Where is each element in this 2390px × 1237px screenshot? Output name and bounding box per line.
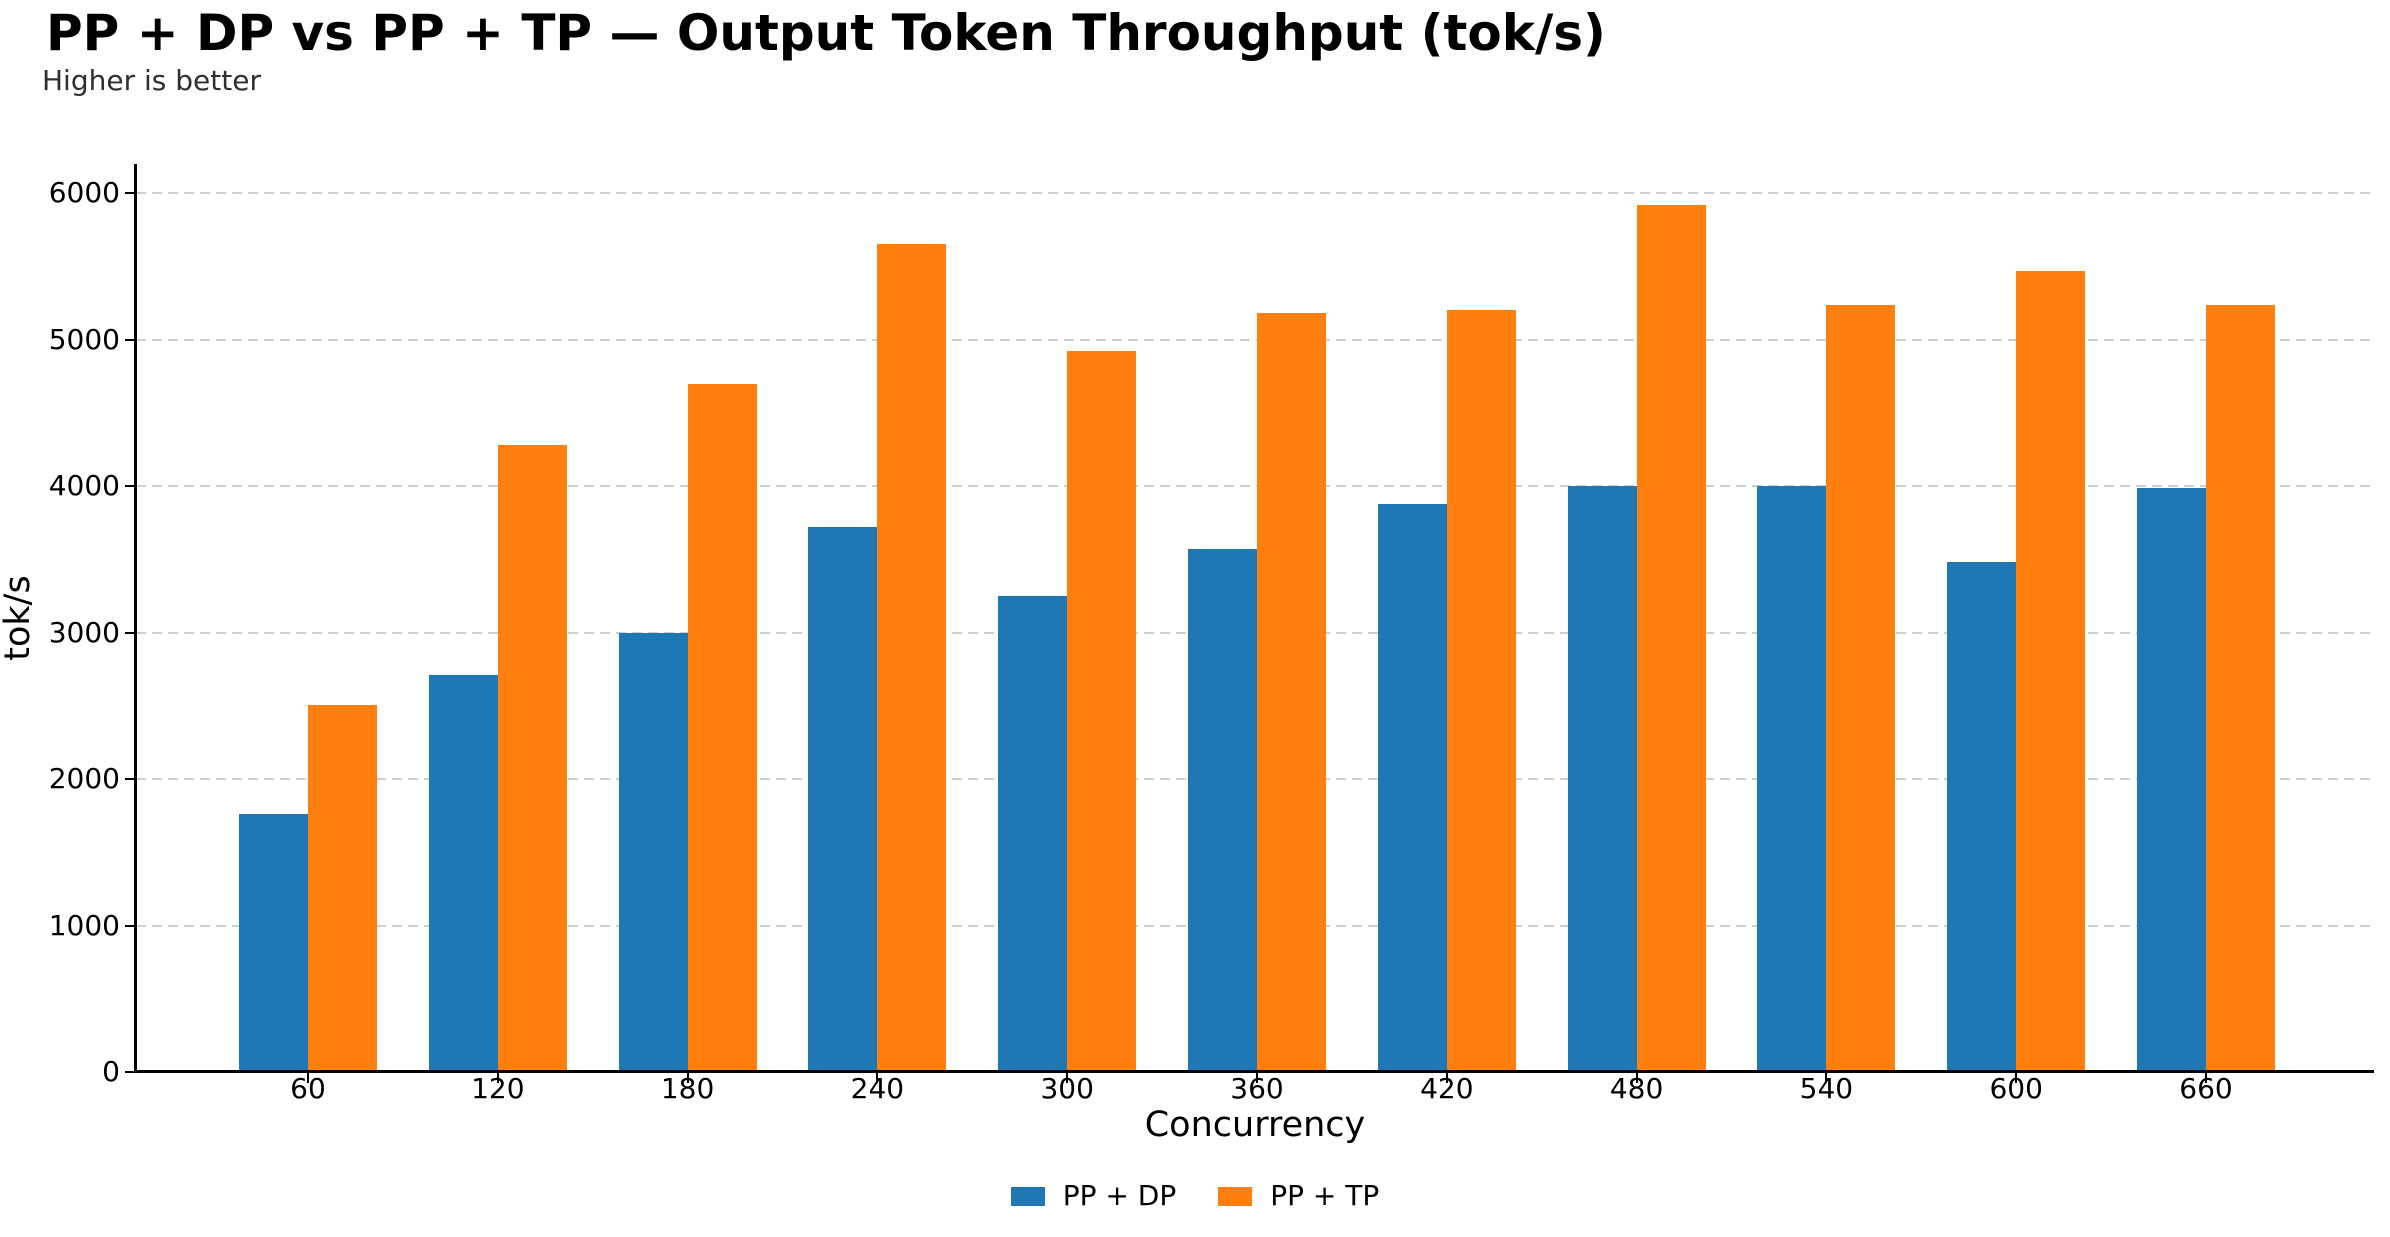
bar-pp-dp-480 [1567, 486, 1637, 1072]
plot-area [136, 164, 2374, 1072]
bar-pp-dp-180 [618, 632, 688, 1072]
x-tick-label: 420 [1420, 1072, 1474, 1105]
x-tick [686, 1073, 689, 1083]
chart-title: PP + DP vs PP + TP — Output Token Throug… [46, 4, 1606, 62]
x-tick [496, 1073, 499, 1083]
x-tick-label: 300 [1040, 1072, 1094, 1105]
y-tick-label: 6000 [48, 176, 120, 210]
y-tick [125, 485, 135, 488]
bar-pp-tp-240 [877, 243, 947, 1072]
bar-pp-tp-420 [1446, 310, 1516, 1072]
bar-pp-dp-540 [1757, 486, 1827, 1072]
x-tick [1825, 1073, 1828, 1083]
bar-pp-tp-540 [1826, 304, 1896, 1072]
bar-pp-dp-300 [998, 596, 1068, 1072]
y-tick-label: 0 [102, 1055, 120, 1088]
x-axis-line [136, 1070, 2374, 1073]
gridline [136, 192, 2374, 195]
x-tick-label: 600 [1989, 1072, 2043, 1105]
x-tick-label: 240 [850, 1072, 905, 1105]
y-tick-label: 3000 [48, 615, 120, 649]
x-tick-label: 120 [471, 1072, 525, 1105]
x-tick [1635, 1073, 1638, 1083]
y-tick [125, 338, 135, 341]
y-tick-label: 4000 [48, 469, 120, 503]
bar-pp-dp-600 [1947, 562, 2017, 1072]
y-tick [125, 778, 135, 781]
x-tick [1256, 1073, 1258, 1083]
legend-label-pp-dp: PP + DP [1062, 1179, 1177, 1212]
x-tick [2205, 1073, 2207, 1083]
x-tick [307, 1073, 309, 1083]
bar-pp-dp-420 [1377, 503, 1447, 1072]
y-tick-label: 2000 [48, 762, 120, 796]
x-tick-label: 360 [1230, 1072, 1284, 1105]
x-tick-label: 660 [2179, 1072, 2233, 1105]
bar-pp-tp-180 [687, 383, 757, 1072]
legend-item-pp-tp: PP + TP [1218, 1180, 1379, 1212]
y-tick [125, 192, 135, 195]
gridline [136, 338, 2374, 341]
y-axis-title: tok/s [0, 575, 38, 661]
bar-pp-tp-600 [2016, 270, 2086, 1072]
bar-pp-tp-60 [308, 705, 377, 1072]
y-tick-label: 5000 [48, 322, 120, 356]
x-tick-label: 180 [660, 1072, 715, 1105]
x-tick [1445, 1073, 1448, 1083]
bar-pp-dp-120 [428, 675, 498, 1072]
legend-label-pp-tp: PP + TP [1270, 1179, 1380, 1212]
chart-subtitle: Higher is better [42, 64, 261, 97]
x-tick [876, 1073, 879, 1083]
legend-item-pp-dp: PP + DP [1010, 1179, 1177, 1212]
bar-pp-dp-240 [808, 527, 878, 1072]
bar-pp-tp-480 [1636, 205, 1706, 1072]
bar-pp-dp-60 [239, 814, 308, 1072]
x-axis-title: Concurrency [1144, 1105, 1366, 1145]
y-tick-label: 1000 [48, 908, 120, 942]
bar-pp-tp-120 [497, 445, 567, 1072]
y-tick [125, 631, 135, 634]
bar-pp-tp-660 [2206, 304, 2275, 1072]
y-axis-line [134, 164, 137, 1073]
y-tick [125, 1071, 135, 1073]
x-tick [2015, 1073, 2018, 1083]
gridline [136, 485, 2374, 488]
x-tick-label: 480 [1609, 1072, 1664, 1105]
legend: PP + DP PP + TP [0, 1180, 2390, 1212]
legend-swatch-pp-dp [1010, 1186, 1045, 1206]
x-tick-label: 60 [290, 1072, 326, 1105]
y-tick [125, 924, 135, 927]
bar-pp-dp-660 [2137, 487, 2206, 1072]
bar-pp-tp-360 [1257, 313, 1326, 1072]
bar-pp-dp-360 [1188, 549, 1257, 1072]
legend-swatch-pp-tp [1218, 1186, 1253, 1206]
x-tick-label: 540 [1799, 1072, 1854, 1105]
bar-pp-tp-300 [1067, 351, 1137, 1072]
x-tick [1066, 1073, 1069, 1083]
